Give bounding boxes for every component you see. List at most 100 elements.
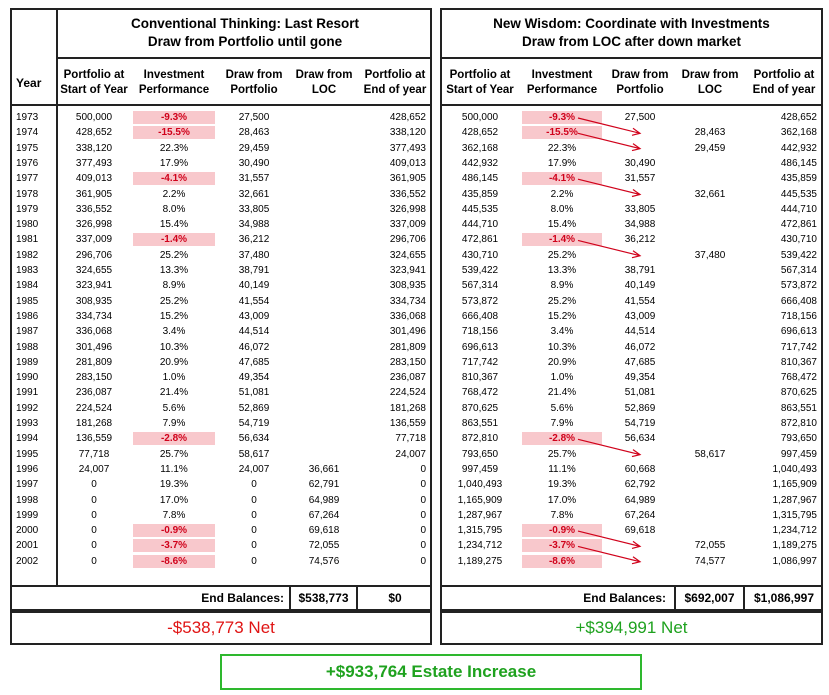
left-cell-r28-c2: 0 — [251, 540, 257, 552]
right-cell-r22-c0: 793,650 — [461, 448, 499, 460]
left-negative-highlight — [133, 554, 215, 568]
left-cell-r23-c2: 24,007 — [238, 463, 270, 475]
right-cell-r14-c4: 696,613 — [780, 326, 817, 338]
right-cell-r7-c2: 34,988 — [624, 219, 656, 231]
left-end-loc: $538,773 — [298, 591, 349, 605]
left-cell-r22-c3 — [291, 448, 357, 461]
left-cell-r25-c0: 0 — [91, 494, 97, 506]
left-col-header-0-l1: Portfolio at — [63, 69, 125, 81]
right-end-rule — [440, 585, 823, 587]
left-cell-r15-c4: 281,809 — [389, 341, 426, 353]
left-cell-r27-c0: 0 — [91, 525, 97, 537]
right-col-header-3-l2: LOC — [697, 84, 723, 96]
right-cell-r26-c2: 67,264 — [624, 509, 656, 521]
right-cell-r13-c3 — [676, 310, 744, 323]
left-cell-r17-c0: 283,150 — [75, 372, 113, 384]
right-cell-r20-c2: 54,719 — [624, 418, 656, 429]
year-label: 1984 — [16, 280, 39, 292]
right-table-frame — [440, 8, 823, 611]
right-cell-r21-c1: -2.8% — [548, 433, 576, 445]
right-cell-r5-c3: 32,661 — [694, 188, 726, 200]
right-cell-r21-c3 — [676, 432, 744, 445]
left-cell-r1-c0: 428,652 — [75, 127, 113, 139]
right-net-result: +$394,991 Net — [440, 611, 823, 645]
left-cell-r11-c0: 323,941 — [75, 280, 113, 292]
left-cell-r23-c3: 36,661 — [308, 463, 340, 475]
right-cell-r23-c2: 60,668 — [624, 463, 656, 475]
left-cell-r14-c3 — [291, 325, 357, 338]
left-cell-r14-c0: 336,068 — [75, 326, 113, 338]
year-label: 1983 — [16, 265, 39, 276]
right-cell-r25-c1: 17.0% — [547, 494, 577, 506]
right-cell-r28-c3: 72,055 — [694, 540, 726, 552]
right-cell-r20-c3 — [676, 417, 744, 430]
left-end-label: End Balances: — [201, 591, 284, 605]
right-cell-r8-c1: -1.4% — [548, 234, 576, 246]
year-label: 1973 — [16, 112, 39, 123]
left-cell-r0-c1: -9.3% — [160, 112, 188, 123]
left-cell-r14-c2: 44,514 — [238, 326, 270, 338]
right-cell-r8-c2: 36,212 — [624, 234, 656, 246]
right-cell-r1-c0: 428,652 — [461, 127, 499, 139]
left-cell-r1-c1: -15.5% — [158, 127, 190, 139]
right-cell-r12-c3 — [676, 295, 744, 308]
right-cell-r8-c0: 472,861 — [461, 234, 499, 246]
left-cell-r15-c1: 10.3% — [159, 341, 189, 353]
estate-increase: +$933,764 Estate Increase — [220, 654, 642, 690]
left-col-header-2-l1: Draw from — [225, 69, 283, 81]
right-cell-r27-c0: 1,315,795 — [457, 525, 503, 537]
right-cell-r11-c1: 8.9% — [550, 280, 574, 292]
left-cell-r1-c4: 338,120 — [389, 127, 426, 139]
left-cell-r25-c3: 64,989 — [308, 494, 340, 506]
left-cell-r27-c1: -0.9% — [160, 525, 188, 537]
left-col-header-4-l2: End of year — [363, 84, 427, 96]
left-cell-r0-c2: 27,500 — [238, 112, 270, 123]
left-cell-r19-c2: 52,869 — [238, 402, 270, 414]
left-cell-r29-c2: 0 — [251, 555, 257, 567]
year-label: 1976 — [16, 157, 39, 169]
left-cell-r4-c4: 361,905 — [389, 173, 426, 185]
right-cell-r22-c2 — [605, 448, 675, 461]
year-label: 1992 — [16, 402, 39, 414]
right-cell-r0-c3 — [676, 111, 744, 124]
left-cell-r8-c1: -1.4% — [160, 234, 188, 246]
right-cell-r18-c0: 768,472 — [461, 387, 499, 399]
left-cell-r11-c2: 40,149 — [238, 280, 270, 292]
right-cell-r19-c2: 52,869 — [624, 402, 656, 414]
right-cell-r6-c0: 445,535 — [461, 203, 499, 215]
left-cell-r5-c2: 32,661 — [238, 188, 270, 200]
right-cell-r24-c4: 1,165,909 — [772, 479, 818, 491]
right-cell-r25-c2: 64,989 — [624, 494, 656, 506]
year-label: 1988 — [16, 341, 39, 353]
left-cell-r19-c4: 181,268 — [389, 402, 426, 414]
right-cell-r18-c4: 870,625 — [780, 387, 817, 399]
right-cell-r12-c1: 25.2% — [547, 295, 577, 307]
left-cell-r9-c4: 324,655 — [389, 249, 426, 261]
right-cell-r6-c1: 8.0% — [550, 203, 574, 215]
left-cell-r7-c1: 15.4% — [159, 219, 189, 231]
right-cell-r4-c0: 486,145 — [461, 173, 499, 185]
year-label: 1997 — [16, 479, 39, 491]
right-col-header-2-l2: Portfolio — [616, 84, 664, 96]
right-cell-r9-c3: 37,480 — [694, 249, 726, 261]
right-cell-r10-c0: 539,422 — [461, 265, 499, 276]
left-cell-r6-c2: 33,805 — [238, 203, 270, 215]
right-cell-r19-c1: 5.6% — [550, 402, 574, 414]
left-cell-r19-c0: 224,524 — [75, 402, 113, 414]
left-cell-r26-c2: 0 — [251, 509, 257, 521]
right-cell-r12-c4: 666,408 — [780, 295, 817, 307]
right-cell-r2-c4: 442,932 — [780, 142, 817, 154]
right-cell-r19-c0: 870,625 — [461, 402, 499, 414]
right-cell-r13-c2: 43,009 — [624, 310, 656, 322]
left-cell-r18-c4: 224,524 — [389, 387, 426, 399]
right-end-label: End Balances: — [583, 591, 666, 605]
left-cell-r7-c4: 337,009 — [389, 219, 426, 231]
right-cell-r4-c4: 435,859 — [780, 173, 817, 185]
left-cell-r7-c0: 326,998 — [75, 219, 113, 231]
right-cell-r26-c0: 1,287,967 — [457, 509, 503, 521]
left-negative-highlight — [133, 432, 215, 446]
right-col-header-1-l1: Investment — [531, 69, 593, 81]
right-cell-r17-c2: 49,354 — [624, 372, 656, 384]
right-cell-r17-c0: 810,367 — [461, 372, 499, 384]
right-end-div1 — [674, 585, 676, 611]
